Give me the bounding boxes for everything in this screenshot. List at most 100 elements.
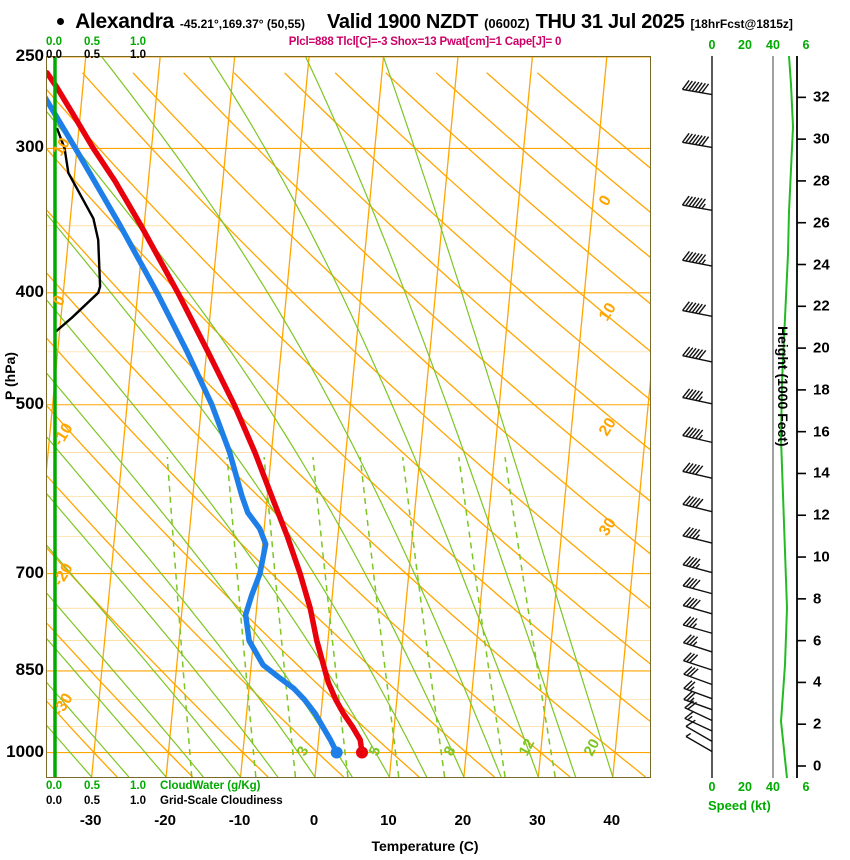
- height-axis-title: Height (1000 Feet): [775, 326, 791, 447]
- grid-label: 12: [516, 736, 539, 759]
- height-tick-18: 18: [813, 381, 830, 399]
- station-dot-icon: [57, 18, 65, 25]
- mixing-ratio-line: [401, 457, 446, 777]
- moist-adiabat-line: [305, 57, 577, 777]
- wind-barb: [682, 526, 713, 544]
- dewpoint-profile-curve: [47, 95, 340, 756]
- station-name: Alexandra: [75, 10, 174, 33]
- cloudwater-tick-top-2: 1.0: [130, 36, 146, 48]
- mixing-ratio-line: [226, 457, 257, 777]
- cloudwater-axis-title: CloudWater (g/Kg): [160, 780, 261, 792]
- pressure-tick-700: 700: [15, 562, 44, 582]
- temperature-tick--30: -30: [79, 812, 102, 829]
- isotherm-line: [314, 57, 385, 777]
- wind-barb: [682, 495, 713, 513]
- height-tick-12: 12: [813, 506, 830, 524]
- mixing-ratio-line: [359, 457, 400, 777]
- pressure-axis-title: P (hPa): [2, 352, 18, 400]
- cloudiness-tick-bottom-0: 0.0: [46, 795, 62, 807]
- wind-barb: [682, 426, 713, 444]
- dry-adiabat-line: [82, 72, 650, 609]
- dry-adiabat-line: [47, 337, 496, 777]
- isotherm-line: [612, 378, 650, 777]
- valid-time: Valid 1900 NZDT: [326, 11, 479, 33]
- wind-barb: [682, 555, 713, 574]
- height-tick-22: 22: [813, 297, 830, 315]
- isotherm-line: [537, 57, 608, 777]
- wind-barb: [682, 634, 713, 653]
- isotherm-line: [165, 57, 236, 777]
- dry-adiabat-line: [47, 622, 194, 777]
- temperature-tick-20: 20: [454, 812, 472, 829]
- dry-adiabat-line: [385, 72, 650, 305]
- height-tick-32: 32: [813, 88, 830, 106]
- cloudiness-axis-title: Grid-Scale Cloudiness: [160, 795, 283, 807]
- isotherm-line: [463, 57, 534, 777]
- dry-adiabat-line: [183, 72, 650, 502]
- grid-label: 30: [596, 515, 620, 539]
- wind-barb: [682, 596, 713, 615]
- skewt-plot-area: 10 0 -10 -20 -30 0 10 20 30 3 5 8 12 20: [46, 56, 651, 778]
- wind-barb-canvas: [681, 56, 774, 778]
- cloud-scale-top: 0.0 0.5 1.0 0.0 0.5 1.0: [0, 36, 300, 61]
- cloudiness-tick-top-1: 0.5: [84, 49, 100, 61]
- dry-adiabat-line: [284, 72, 650, 401]
- wind-barb: [682, 577, 713, 595]
- dewpoint-surface-marker: [330, 746, 343, 759]
- moist-adiabat-line: [208, 57, 539, 777]
- cloudwater-tick-bottom-1: 0.5: [84, 780, 100, 792]
- cloudwater-tick-top-1: 0.5: [84, 36, 100, 48]
- mixing-ratio-line: [504, 456, 556, 777]
- cloudiness-tick-bottom-1: 0.5: [84, 795, 100, 807]
- height-axis-canvas: [779, 55, 806, 779]
- isotherm-line: [47, 57, 87, 471]
- dry-adiabat-line: [132, 72, 650, 555]
- dry-adiabat-line: [233, 72, 650, 451]
- temperature-axis: -30 -20 -10 0 10 20 30 40: [0, 812, 850, 834]
- valid-time-utc: (0600Z): [484, 16, 530, 31]
- moist-adiabat-line: [47, 681, 130, 777]
- mixing-ratio-line: [312, 457, 349, 777]
- height-tick-30: 30: [813, 130, 830, 148]
- dry-adiabat-line: [47, 209, 646, 777]
- mixing-ratio-line: [263, 457, 297, 777]
- height-tick-14: 14: [813, 464, 830, 482]
- height-tick-26: 26: [813, 214, 830, 232]
- grid-label: 10: [50, 135, 74, 159]
- dry-adiabat-line: [47, 474, 345, 777]
- cloudwater-tick-bottom-0: 0.0: [46, 780, 62, 792]
- height-tick-24: 24: [813, 256, 830, 273]
- wind-barb: [682, 346, 713, 363]
- temperature-tick-30: 30: [528, 812, 546, 829]
- pressure-tick-400: 400: [15, 281, 44, 301]
- wind-barb: [682, 616, 713, 634]
- speed-tick-bot-40: 40: [766, 780, 780, 794]
- grid-label: 20: [581, 736, 604, 759]
- wind-barb: [683, 691, 713, 711]
- grid-label: 5: [366, 744, 385, 759]
- height-speed-curve: [779, 55, 795, 779]
- cloudiness-tick-bottom-2: 1.0: [130, 795, 146, 807]
- wind-barb: [683, 666, 713, 686]
- isotherm-line: [91, 57, 161, 777]
- speed-tick-top-40: 40: [766, 38, 780, 52]
- isotherm-line: [388, 57, 459, 777]
- speed-tick-top-6: 6: [802, 38, 810, 52]
- header: Alexandra -45.21°,169.37° (50,55) Valid …: [0, 10, 850, 38]
- wind-barb: [682, 462, 713, 479]
- wind-barb: [683, 680, 713, 700]
- dry-adiabat-line: [47, 405, 420, 777]
- moist-adiabat-line: [47, 372, 353, 777]
- moist-adiabat-line: [47, 213, 428, 777]
- height-tick-2: 2: [813, 715, 822, 733]
- cloudiness-profile-curve: [55, 127, 102, 333]
- grid-label: 0: [596, 192, 615, 209]
- wind-barb-panel: 0 0 20 20 40 40 6 6 Speed (kt): [660, 38, 809, 813]
- moist-adiabat-line: [47, 638, 167, 777]
- grid-label: 10: [596, 300, 620, 324]
- height-axis-panel: 0 2 4 6 8 10 12 14 16 18 20 22 24 26 28 30 32 Height (100…: [775, 55, 850, 779]
- pressure-tick-500: 500: [15, 393, 44, 413]
- speed-tick-bot-0: 0: [708, 780, 716, 794]
